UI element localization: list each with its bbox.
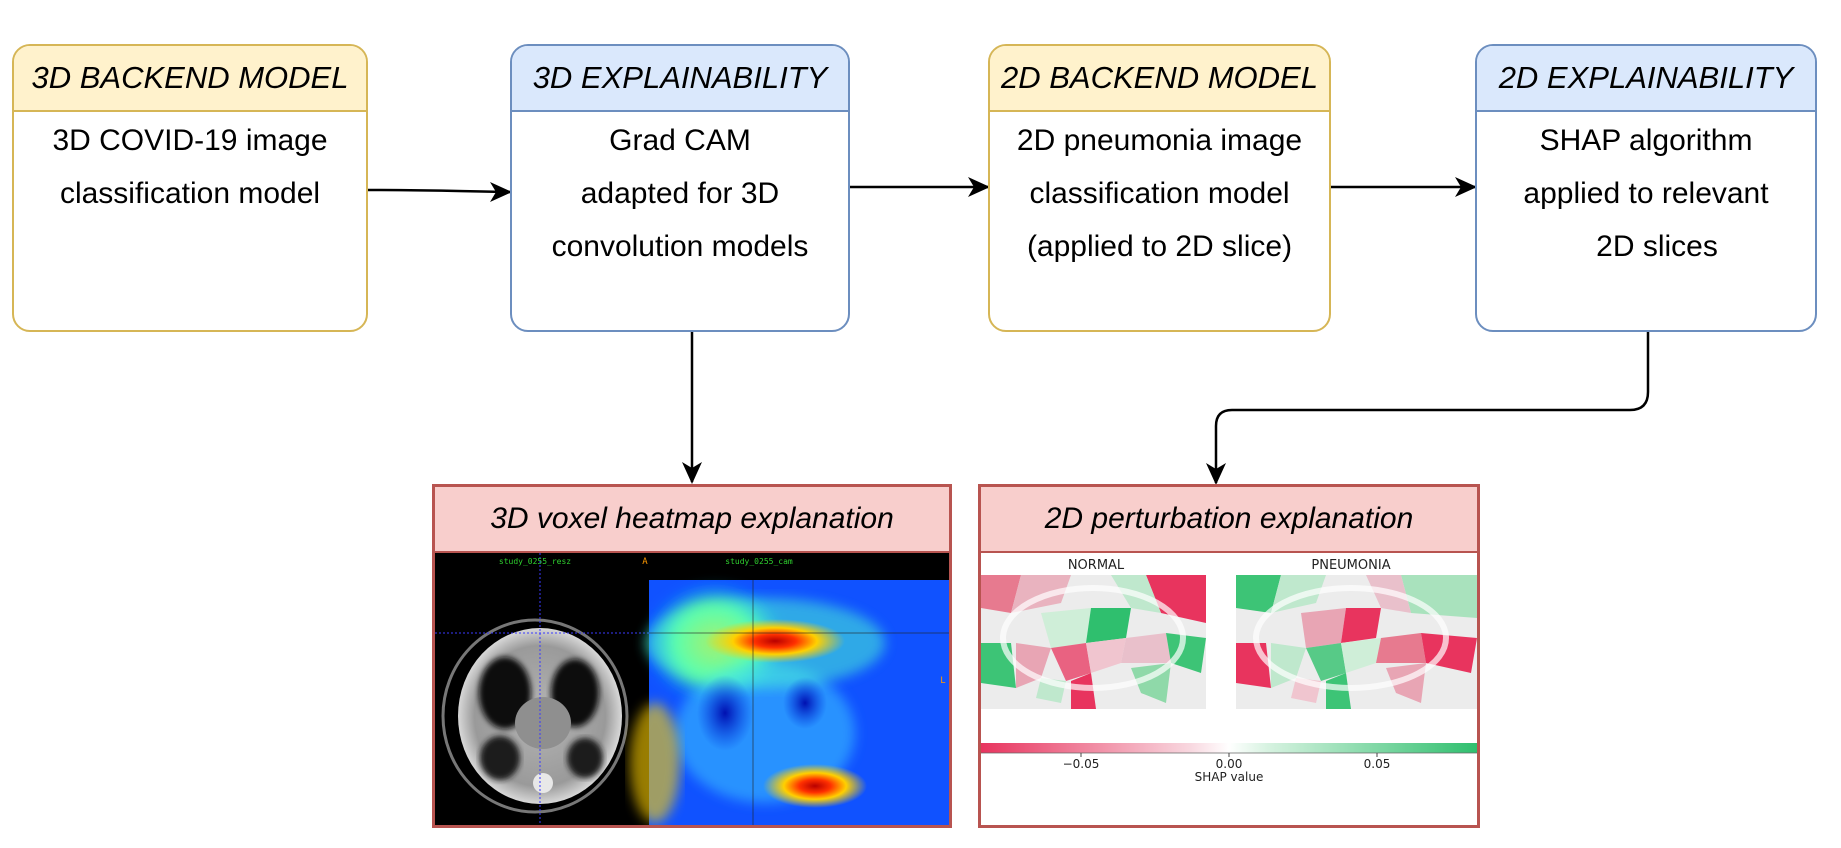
node-line: 3D COVID-19 image (52, 124, 328, 157)
node-title: 3D EXPLAINABILITY (512, 46, 848, 112)
node-line: classification model (1029, 177, 1290, 210)
node-2d-backend-model: 2D BACKEND MODEL 2D pneumonia image clas… (988, 44, 1331, 332)
node-line: (applied to 2D slice) (1026, 230, 1293, 263)
tick-label: −0.05 (1063, 757, 1100, 771)
shap-colorbar (981, 743, 1477, 757)
side-marker: L (940, 676, 945, 686)
node-line: 2D pneumonia image (1016, 124, 1303, 157)
right-caption: study_0255_cam (725, 557, 793, 566)
shap-explanation-image: NORMAL PNEUMONIA (981, 553, 1477, 825)
panel-2d-perturbation: 2D perturbation explanation NORMAL PNEUM… (978, 484, 1480, 828)
node-title: 3D BACKEND MODEL (14, 46, 366, 112)
node-line: SHAP algorithm (1539, 124, 1753, 157)
panel-title: 2D perturbation explanation (981, 487, 1477, 553)
voxel-heatmap-image: study_0255_resz A study_0255_cam L (435, 553, 949, 825)
tick-label: 0.05 (1364, 757, 1391, 771)
arrow-explain2d-to-perturbation-panel (1214, 332, 1650, 483)
node-body: SHAP algorithm applied to relevant 2D sl… (1477, 112, 1815, 273)
node-title: 2D BACKEND MODEL (990, 46, 1329, 112)
panel-title: 3D voxel heatmap explanation (435, 487, 949, 553)
node-line: classification model (59, 177, 321, 210)
node-body: 3D COVID-19 image classification model (14, 112, 366, 220)
tick-label: 0.00 (1216, 757, 1243, 771)
node-3d-explainability: 3D EXPLAINABILITY Grad CAM adapted for 3… (510, 44, 850, 332)
label-normal: NORMAL (1068, 558, 1125, 573)
node-title: 2D EXPLAINABILITY (1477, 46, 1815, 112)
node-body: Grad CAM adapted for 3D convolution mode… (512, 112, 848, 273)
node-line: Grad CAM (609, 124, 751, 157)
ct-slice (435, 553, 649, 825)
node-line: adapted for 3D (580, 177, 780, 210)
node-body: 2D pneumonia image classification model … (990, 112, 1329, 273)
arrow-backend3d-to-explain3d (367, 188, 511, 194)
cam-heatmap (630, 580, 949, 825)
panel-3d-voxel-heatmap: 3D voxel heatmap explanation (432, 484, 952, 828)
node-line: convolution models (551, 230, 809, 263)
label-pneumonia: PNEUMONIA (1311, 558, 1390, 573)
node-line: 2D slices (1596, 230, 1718, 263)
axis-label: SHAP value (1195, 770, 1264, 784)
view-marker: A (642, 557, 648, 567)
node-line: applied to relevant (1523, 177, 1769, 210)
left-caption: study_0255_resz (499, 557, 571, 566)
node-2d-explainability: 2D EXPLAINABILITY SHAP algorithm applied… (1475, 44, 1817, 332)
shap-map-normal (981, 575, 1206, 709)
shap-map-pneumonia (1236, 575, 1477, 709)
node-3d-backend-model: 3D BACKEND MODEL 3D COVID-19 image class… (12, 44, 368, 332)
